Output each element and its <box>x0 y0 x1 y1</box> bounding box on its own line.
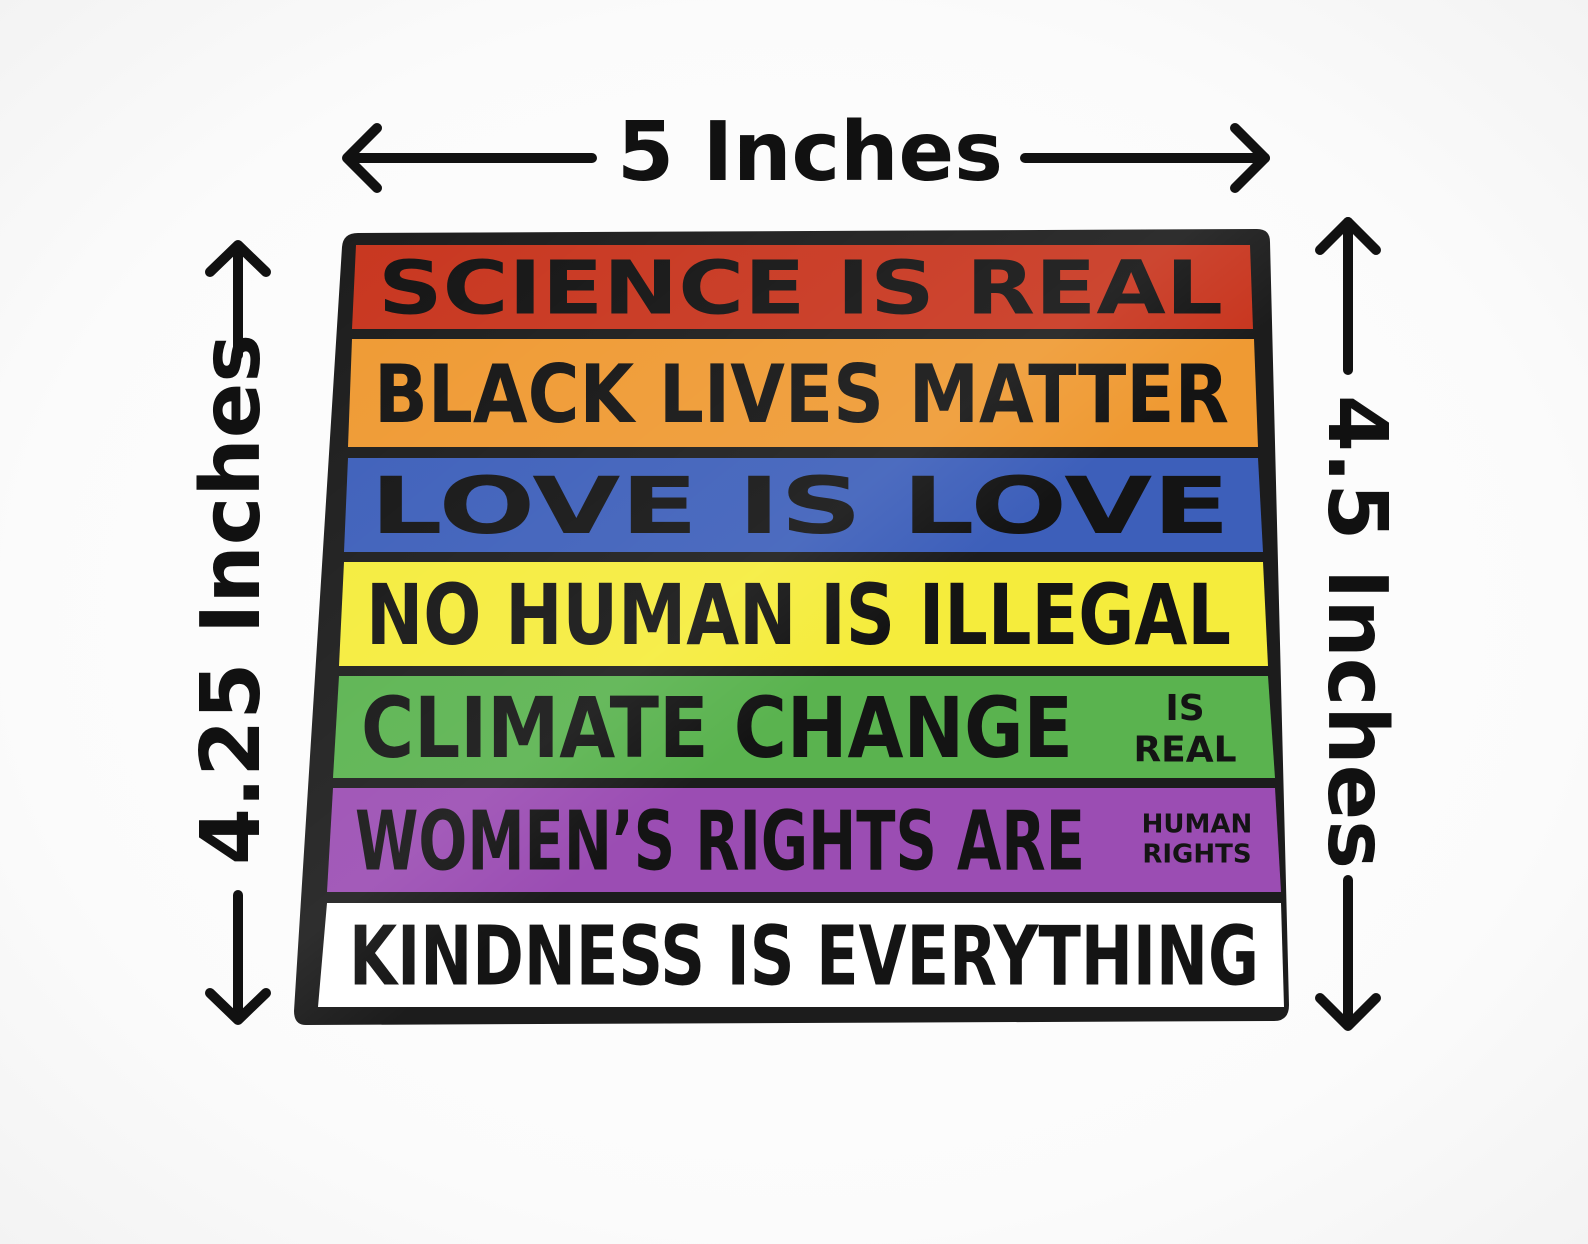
left-height-label: 4.25 Inches <box>184 333 279 865</box>
sticker-gloss <box>294 229 1289 1025</box>
left-height-arrow-top <box>205 240 271 360</box>
left-height-arrow-bottom <box>205 890 271 1025</box>
rainbow-sticker: SCIENCE IS REALBLACK LIVES MATTERLOVE IS… <box>294 229 1289 1025</box>
right-height-arrow-bottom <box>1315 875 1381 1031</box>
width-arrow-right <box>1020 123 1270 193</box>
right-height-arrow-top <box>1315 217 1381 375</box>
right-height-label: 4.5 Inches <box>1309 395 1404 870</box>
width-label: 5 Inches <box>617 105 1003 200</box>
width-arrow-left <box>342 123 597 193</box>
